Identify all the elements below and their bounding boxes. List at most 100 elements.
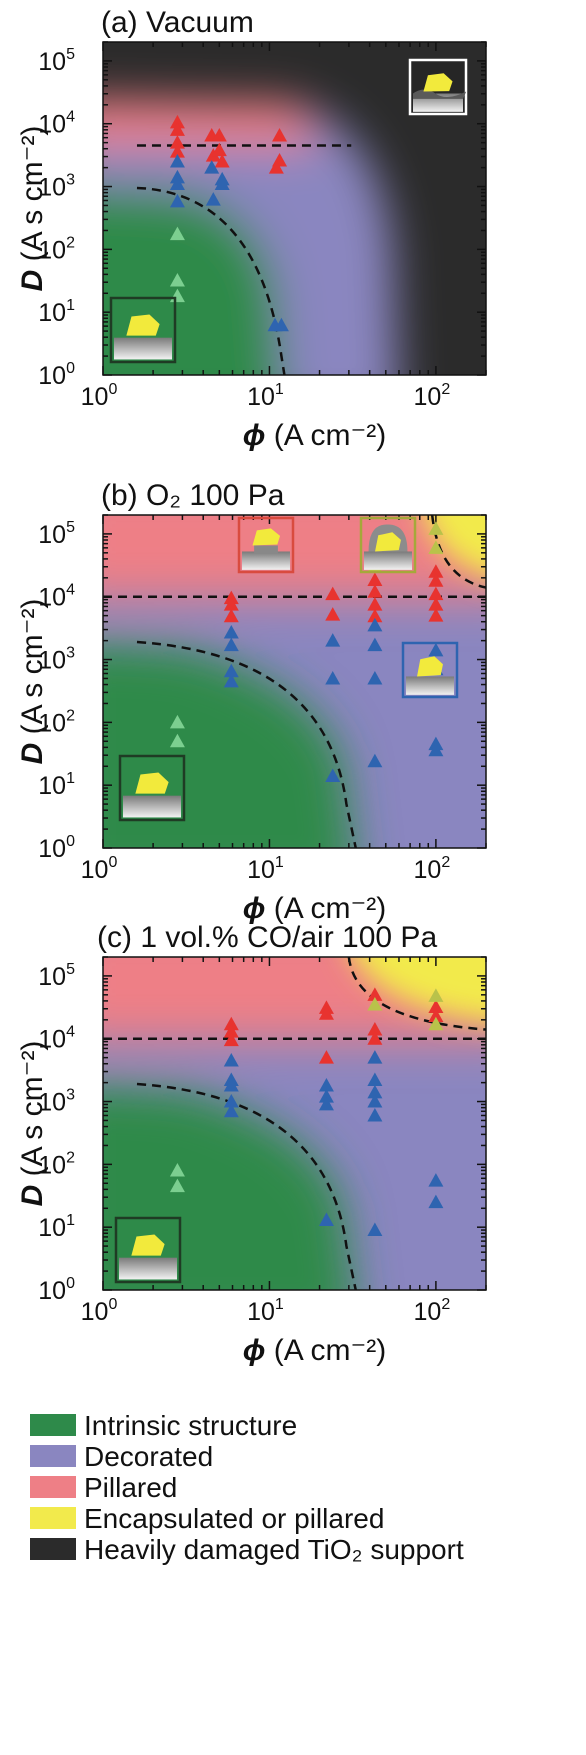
legend-item-damaged: Heavily damaged TiO₂ support <box>30 1534 464 1565</box>
marker-blue <box>318 1078 334 1092</box>
marker-blue <box>318 1089 334 1103</box>
marker-blue <box>223 637 239 652</box>
legend-swatch <box>30 1414 76 1436</box>
inset-pillared <box>237 516 295 574</box>
dashed-line <box>136 186 286 375</box>
dashed-line <box>136 640 357 848</box>
marker-blue <box>223 663 239 678</box>
marker-blue <box>169 176 185 190</box>
marker-blue <box>214 171 230 186</box>
marker-blue <box>367 1072 383 1087</box>
dashed-line <box>136 1082 357 1290</box>
marker-red <box>367 1022 383 1036</box>
marker-red <box>211 142 227 157</box>
marker-blue <box>204 160 220 174</box>
marker-green <box>169 226 185 241</box>
marker-blue <box>223 624 239 639</box>
marker-red <box>428 573 444 587</box>
marker-red <box>169 114 185 129</box>
inset-intrinsic <box>118 754 186 822</box>
x-tick-label: 101 <box>247 854 284 884</box>
dashed-line <box>430 515 486 589</box>
x-tick-label: 102 <box>414 381 451 411</box>
plot-frame <box>102 956 487 1291</box>
legend-item-intrinsic: Intrinsic structure <box>30 1410 297 1441</box>
marker-red <box>428 564 444 578</box>
marker-blue <box>223 1078 239 1092</box>
marker-red <box>223 597 239 611</box>
axis-ticks <box>102 956 487 1291</box>
plot-frame <box>102 514 487 849</box>
region-background <box>103 957 486 1290</box>
marker-blue <box>428 642 444 657</box>
marker-red <box>214 154 230 168</box>
marker-blue <box>367 1222 383 1237</box>
marker-red <box>169 135 185 149</box>
legend-swatch <box>30 1476 76 1498</box>
marker-red <box>318 1006 334 1020</box>
marker-green <box>169 733 185 748</box>
marker-red <box>318 1050 334 1064</box>
x-axis-label: ϕ (A cm⁻²) <box>243 1334 387 1367</box>
marker-blue <box>169 193 185 208</box>
legend-item-pillared: Pillared <box>30 1472 177 1503</box>
y-tick-label: 105 <box>38 961 75 991</box>
marker-red <box>223 1024 239 1038</box>
marker-blue <box>367 670 383 685</box>
marker-olive <box>428 1016 444 1031</box>
marker-red <box>367 987 383 1001</box>
y-tick-label: 103 <box>38 172 75 202</box>
x-tick-label: 100 <box>81 1296 118 1326</box>
inset-intrinsic <box>114 1216 182 1284</box>
marker-blue <box>223 673 239 688</box>
y-tick-label: 105 <box>38 519 75 549</box>
marker-red <box>428 597 444 611</box>
marker-olive <box>367 997 383 1011</box>
marker-blue <box>205 192 221 206</box>
dashed-boundaries <box>103 515 486 848</box>
inset-decorated <box>401 641 459 699</box>
y-axis-label: D (A s cm⁻²) <box>16 1041 49 1207</box>
marker-red <box>325 586 341 601</box>
legend-label: Heavily damaged TiO₂ support <box>84 1534 464 1565</box>
y-tick-label: 100 <box>38 360 75 390</box>
y-axis-label: D (A s cm⁻²) <box>16 126 49 292</box>
legend-label: Decorated <box>84 1441 213 1472</box>
legend-label: Intrinsic structure <box>84 1410 297 1441</box>
marker-blue <box>318 1096 334 1111</box>
inset-damaged <box>408 58 468 116</box>
inset-encapsulated <box>359 516 417 574</box>
marker-red <box>367 1031 383 1045</box>
x-axis-label: ϕ (A cm⁻²) <box>243 892 387 925</box>
marker-red <box>428 608 444 622</box>
y-tick-label: 101 <box>38 1212 75 1242</box>
x-tick-label: 101 <box>247 1296 284 1326</box>
y-axis-label: D (A s cm⁻²) <box>16 599 49 765</box>
marker-blue <box>223 1103 239 1118</box>
marker-red <box>428 999 444 1013</box>
x-tick-label: 101 <box>247 381 284 411</box>
x-tick-label: 102 <box>414 1296 451 1326</box>
marker-blue <box>367 753 383 768</box>
marker-blue <box>367 1094 383 1108</box>
marker-red <box>268 160 284 174</box>
panel-title: (b) O₂ 100 Pa <box>101 479 285 512</box>
panel-title: (a) Vacuum <box>101 6 254 39</box>
marker-blue <box>428 742 444 757</box>
dashed-boundaries <box>103 957 486 1290</box>
marker-red <box>367 608 383 623</box>
marker-blue <box>223 1053 239 1067</box>
marker-blue <box>325 768 341 783</box>
marker-olive <box>428 521 444 535</box>
marker-blue <box>367 1107 383 1122</box>
marker-red <box>223 1016 239 1031</box>
marker-blue <box>367 1050 383 1064</box>
marker-red <box>223 1032 239 1047</box>
axis-ticks <box>102 41 487 376</box>
marker-olive <box>428 540 444 554</box>
marker-blue <box>428 1194 444 1209</box>
